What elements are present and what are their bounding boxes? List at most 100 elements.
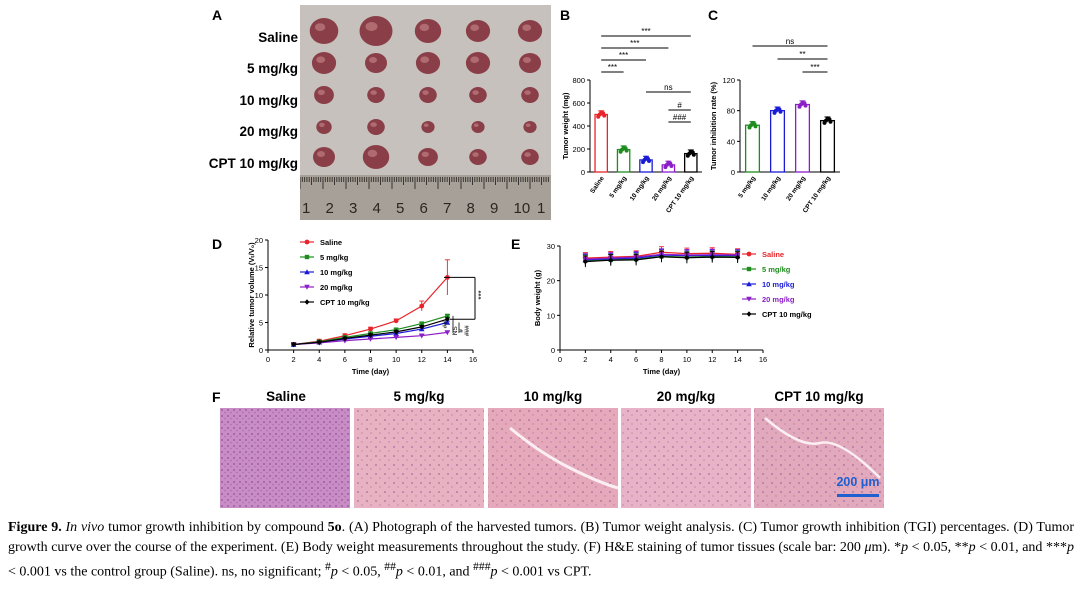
tumor-sample xyxy=(367,119,385,135)
caption-text: < 0.001 vs CPT. xyxy=(497,564,592,580)
x-axis-label: Time (day) xyxy=(352,367,390,376)
x-tick-label: 16 xyxy=(469,355,477,364)
x-tick-label: 0 xyxy=(266,355,270,364)
legend-label: Saline xyxy=(762,250,784,259)
ruler-number: 1 xyxy=(537,200,545,217)
legend-label: 5 mg/kg xyxy=(320,253,349,262)
bar xyxy=(744,124,761,173)
tumor-sample xyxy=(414,19,442,43)
row-label-20mgkg: 20 mg/kg xyxy=(239,124,298,139)
y-tick-label: 0 xyxy=(259,346,263,355)
caption-text: tumor growth inhibition by compound xyxy=(104,520,328,535)
data-point xyxy=(445,313,450,319)
significance-label: ## xyxy=(442,321,449,329)
x-tick-label: Saline xyxy=(589,175,606,195)
row-label-cpt: CPT 10 mg/kg xyxy=(208,156,298,171)
data-point xyxy=(444,319,451,325)
caption-text: . (A) Photograph of the harvested tumors… xyxy=(8,520,1075,555)
x-tick-label: 8 xyxy=(368,355,372,364)
significance-label: *** xyxy=(641,27,650,36)
row-label-saline: Saline xyxy=(258,30,298,45)
y-axis-label: Tumor inhibition rate (%) xyxy=(709,81,718,170)
tumor-sample xyxy=(471,121,485,133)
y-tick-label: 40 xyxy=(727,137,735,146)
x-tick-label: 14 xyxy=(733,355,741,364)
x-tick-label: 4 xyxy=(317,355,321,364)
significance-label: # xyxy=(677,101,682,110)
row-label-5mgkg: 5 mg/kg xyxy=(246,61,298,76)
y-tick-label: 120 xyxy=(722,76,735,85)
caption-p: p xyxy=(395,564,403,580)
scale-bar xyxy=(837,494,879,497)
caption-sig: *** xyxy=(1046,539,1067,555)
caption-hash: ## xyxy=(384,560,396,573)
x-tick-label: 20 mg/kg xyxy=(785,175,807,202)
legend-label: 20 mg/kg xyxy=(762,295,795,304)
data-point xyxy=(304,254,310,260)
data-point xyxy=(666,160,671,165)
data-point xyxy=(825,116,830,121)
tumor-sample xyxy=(469,149,487,165)
caption-sig: * xyxy=(894,539,902,555)
tumor-sample xyxy=(415,52,441,74)
caption-text: < 0.01, and xyxy=(975,539,1046,555)
data-point xyxy=(735,254,741,261)
tumor-sample xyxy=(359,16,393,46)
panel-letter-d: D xyxy=(212,236,223,252)
body-weight-chart: 0 10 20 30 0 2 4 6 8 10 12 14 16 Time (day) Body weigh… xyxy=(533,242,812,376)
ruler-number: 6 xyxy=(420,200,428,217)
legend-label: 10 mg/kg xyxy=(320,268,353,277)
legend-label: 10 mg/kg xyxy=(762,280,795,289)
legend-label: CPT 10 mg/kg xyxy=(762,310,812,319)
significance-label: ### xyxy=(464,325,471,336)
data-point xyxy=(621,145,626,150)
caption-text: < 0.05, xyxy=(908,539,955,555)
bar xyxy=(794,103,811,173)
significance-label: ns xyxy=(786,37,794,46)
significance-label: *** xyxy=(608,63,617,72)
x-tick-label: 5 mg/kg xyxy=(737,175,757,199)
data-point xyxy=(304,239,310,245)
caption-mu: μ xyxy=(864,539,872,555)
panel-letter-a: A xyxy=(212,7,223,23)
panel-letter-c: C xyxy=(708,7,719,23)
x-tick-label: CPT 10 mg/kg xyxy=(802,175,832,214)
y-tick-label: 5 xyxy=(259,319,263,328)
he-title-20mgkg: 20 mg/kg xyxy=(656,389,716,404)
ruler-number: 9 xyxy=(490,200,498,217)
data-point xyxy=(633,257,639,263)
y-tick-label: 600 xyxy=(572,99,585,108)
data-point xyxy=(608,257,614,264)
figure-caption: Figure 9. In vivo tumor growth inhibitio… xyxy=(8,518,1074,582)
tumor-sample xyxy=(316,120,332,134)
scale-bar-label: 200 μm xyxy=(836,475,879,489)
data-point xyxy=(746,251,752,257)
ruler-number: 10 xyxy=(514,200,531,217)
y-tick-label: 0 xyxy=(551,346,555,355)
tumor-sample xyxy=(365,53,387,73)
caption-text: m). xyxy=(871,539,895,555)
tumor-sample xyxy=(314,86,334,104)
significance-label: *** xyxy=(810,63,819,72)
data-point xyxy=(775,106,780,111)
data-point xyxy=(746,266,752,272)
legend-label: 20 mg/kg xyxy=(320,283,353,292)
y-tick-label: 0 xyxy=(581,168,585,177)
data-point xyxy=(746,311,752,317)
data-point xyxy=(419,321,424,326)
ruler-number: 7 xyxy=(443,200,451,217)
caption-in-vivo: In vivo xyxy=(65,520,105,535)
he-title-10mgkg: 10 mg/kg xyxy=(523,389,583,404)
x-tick-label: 10 xyxy=(392,355,400,364)
data-point xyxy=(659,253,664,260)
y-tick-label: 15 xyxy=(255,264,263,273)
tumor-sample xyxy=(362,145,390,169)
y-axis-label: Tumor weight (mg) xyxy=(561,92,570,159)
tumor-sample xyxy=(421,121,435,133)
y-tick-label: 10 xyxy=(255,291,263,300)
tumor-sample xyxy=(523,121,537,133)
x-tick-label: 2 xyxy=(292,355,296,364)
tumor-sample xyxy=(519,53,541,73)
data-point xyxy=(688,149,693,154)
data-point xyxy=(393,335,399,341)
